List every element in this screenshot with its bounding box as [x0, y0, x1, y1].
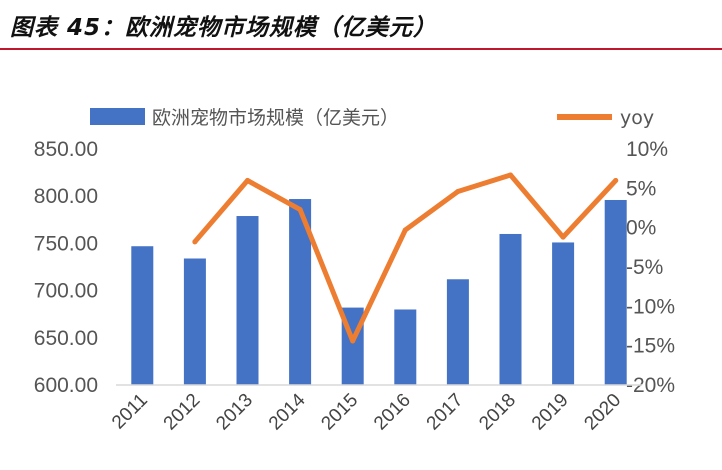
x-tick-label: 2011	[108, 390, 152, 434]
yoy-point	[192, 239, 198, 245]
right-axis-ticks: -20% -15% -10% -5% 0% 5% 10%	[626, 138, 675, 397]
x-tick-label: 2015	[317, 390, 362, 435]
bar	[289, 199, 312, 385]
legend: 欧洲宠物市场规模（亿美元） yoy	[90, 107, 654, 129]
yoy-point	[402, 227, 408, 233]
right-tick-label: -15%	[626, 335, 675, 358]
legend-line-label: yoy	[620, 107, 654, 129]
bar	[131, 246, 154, 385]
left-tick-label: 750.00	[34, 232, 98, 255]
yoy-line-series	[192, 172, 619, 344]
yoy-point	[245, 177, 250, 183]
yoy-point	[350, 338, 356, 344]
left-tick-label: 650.00	[34, 327, 98, 350]
x-tick-label: 2014	[265, 389, 310, 434]
x-tick-label: 2016	[370, 390, 415, 435]
x-tick-label: 2019	[528, 390, 573, 435]
legend-bar-swatch	[90, 108, 145, 125]
yoy-point	[455, 188, 461, 194]
right-tick-label: 5%	[626, 177, 656, 200]
x-tick-label: 2018	[475, 390, 520, 435]
right-tick-label: 0%	[626, 217, 656, 240]
yoy-point	[613, 177, 619, 183]
left-axis-ticks: 600.00 650.00 700.00 750.00 800.00 850.00	[34, 138, 98, 397]
left-tick-label: 600.00	[34, 374, 98, 397]
bar	[236, 216, 259, 385]
left-tick-label: 800.00	[34, 185, 98, 208]
left-tick-label: 850.00	[34, 138, 98, 161]
x-tick-label: 2017	[423, 390, 468, 435]
bar	[183, 258, 206, 385]
yoy-point	[560, 234, 566, 240]
bar	[499, 233, 522, 385]
bar	[446, 279, 469, 385]
bar	[552, 242, 575, 385]
x-tick-label: 2012	[160, 390, 205, 435]
right-tick-label: 10%	[626, 138, 668, 161]
bar	[394, 309, 417, 385]
right-tick-label: -20%	[626, 374, 675, 397]
x-tick-label: 2020	[580, 390, 625, 435]
left-tick-label: 700.00	[34, 280, 98, 303]
right-tick-label: -10%	[626, 295, 675, 318]
x-tick-label: 2013	[212, 390, 257, 435]
bar	[604, 199, 627, 385]
legend-bar-label: 欧洲宠物市场规模（亿美元）	[152, 107, 399, 129]
title-rule	[0, 48, 722, 50]
right-tick-label: -5%	[626, 256, 663, 279]
yoy-point	[508, 172, 513, 178]
figure-title: 图表 45：欧洲宠物市场规模（亿美元）	[10, 15, 438, 41]
x-axis-ticks: 2011 2012 2013 2014 2015 2016 2017 2018 2019 2020	[108, 389, 625, 434]
yoy-point	[297, 207, 303, 213]
